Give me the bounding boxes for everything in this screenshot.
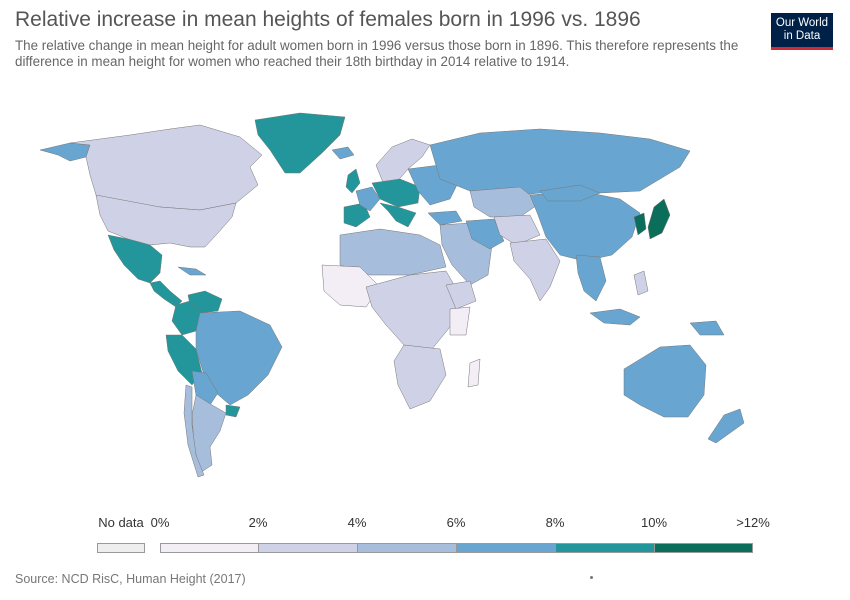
logo-line-1: Our World (775, 17, 829, 29)
country-southeast-asia[interactable] (575, 254, 607, 302)
logo-line-2: in Data (783, 30, 821, 42)
country-argentina[interactable] (191, 394, 227, 474)
world-map[interactable] (0, 95, 850, 495)
country-central-america[interactable] (149, 280, 183, 308)
country-madagascar[interactable] (467, 358, 481, 388)
country-ethiopia[interactable] (445, 280, 477, 310)
country-turkey[interactable] (427, 210, 463, 226)
country-indonesia[interactable] (589, 308, 641, 326)
country-central-asia[interactable] (493, 214, 541, 246)
legend-swatch-2-4[interactable] (258, 543, 358, 553)
country-west-africa[interactable] (321, 264, 381, 308)
country-korea[interactable] (633, 212, 647, 236)
country-iceland[interactable] (331, 146, 355, 160)
country-japan[interactable] (647, 198, 671, 240)
country-png[interactable] (689, 320, 725, 336)
country-china[interactable] (529, 190, 641, 262)
country-iran[interactable] (465, 218, 505, 250)
country-cuba[interactable] (177, 266, 207, 276)
country-uk[interactable] (345, 168, 361, 194)
legend-swatch-6-8[interactable] (456, 543, 556, 553)
source-note[interactable]: Source: NCD RisC, Human Height (2017) (15, 572, 246, 586)
country-mexico[interactable] (107, 234, 163, 284)
legend-swatch-no-data[interactable] (97, 543, 145, 553)
owid-logo[interactable]: Our World in Data (771, 13, 833, 50)
country-mongolia[interactable] (539, 184, 601, 202)
legend-label-6: 6% (446, 515, 466, 530)
legend-label-10: 10% (640, 515, 668, 530)
legend-label-no-data: No data (98, 515, 144, 530)
separator-dot (590, 576, 593, 579)
legend-swatch-0-2[interactable] (160, 543, 259, 553)
country-france[interactable] (355, 186, 381, 212)
country-greenland[interactable] (254, 112, 346, 174)
country-alaska[interactable] (39, 142, 91, 162)
legend-label-0: 0% (150, 515, 170, 530)
country-australia[interactable] (623, 344, 707, 418)
country-brazil[interactable] (195, 310, 283, 406)
chart-subtitle: The relative change in mean height for a… (15, 38, 739, 69)
legend-label-12: >12% (736, 515, 770, 530)
country-usa[interactable] (95, 194, 237, 248)
legend-label-4: 4% (347, 515, 367, 530)
country-russia[interactable] (429, 128, 691, 196)
legend-label-8: 8% (545, 515, 565, 530)
country-philippines[interactable] (633, 270, 649, 296)
country-east-africa[interactable] (449, 306, 471, 336)
legend-label-2: 2% (248, 515, 268, 530)
legend-swatch-10-12[interactable] (654, 543, 753, 553)
country-new-zealand[interactable] (707, 408, 745, 444)
chart-title: Relative increase in mean heights of fem… (15, 8, 641, 31)
legend-swatch-8-10[interactable] (555, 543, 655, 553)
legend: No data 0% 2% 4% 6% 8% 10% >12% (0, 505, 850, 565)
country-uruguay[interactable] (225, 404, 241, 418)
legend-swatch-4-6[interactable] (357, 543, 457, 553)
country-italy-balkans[interactable] (379, 202, 417, 228)
country-central-europe[interactable] (371, 178, 421, 208)
country-southern-africa[interactable] (393, 344, 447, 410)
country-india[interactable] (509, 238, 561, 302)
country-chile[interactable] (183, 384, 205, 478)
country-central-africa[interactable] (365, 270, 461, 350)
